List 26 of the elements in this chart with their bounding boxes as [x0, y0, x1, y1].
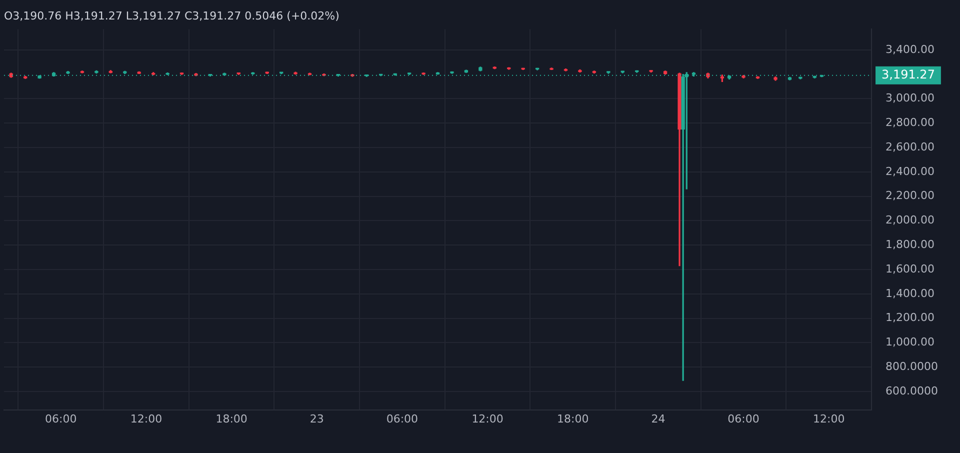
x-tick-label: 06:00: [728, 412, 760, 426]
y-tick-label: 2,600.00: [886, 140, 934, 154]
chart-title: O3,190.76 H3,191.27 L3,191.27 C3,191.27 0.5046 (+0.02%): [4, 9, 340, 22]
x-tick-label: 06:00: [45, 412, 77, 426]
x-tick-label: 12:00: [472, 412, 504, 426]
y-tick-label: 1,400.00: [886, 286, 934, 300]
x-tick-label: 24: [651, 412, 666, 426]
y-tick-label: 3,400.00: [886, 42, 934, 56]
x-tick-label: 23: [310, 412, 324, 426]
y-tick-label: 1,800.00: [886, 238, 934, 251]
y-tick-label: 600.0000: [886, 384, 938, 398]
y-tick-label: 3,000.00: [886, 92, 934, 105]
y-tick-label: 2,400.00: [886, 164, 934, 178]
y-tick-label: 1,600.00: [886, 262, 934, 276]
x-tick-label: 12:00: [130, 412, 162, 426]
y-tick-label: 2,800.00: [886, 116, 934, 129]
y-tick-label: 1,000.00: [886, 336, 934, 349]
ref-line-label: 3,191.27: [882, 68, 935, 82]
x-tick-label: 06:00: [386, 412, 418, 426]
y-tick-label: 1,200.00: [886, 311, 934, 324]
y-tick-label: 800.0000: [886, 360, 938, 373]
y-tick-label: 2,000.00: [886, 214, 934, 227]
x-tick-label: 12:00: [812, 412, 845, 426]
y-tick-label: 2,200.00: [886, 189, 934, 202]
x-tick-label: 18:00: [557, 412, 589, 426]
x-tick-label: 18:00: [216, 412, 248, 426]
